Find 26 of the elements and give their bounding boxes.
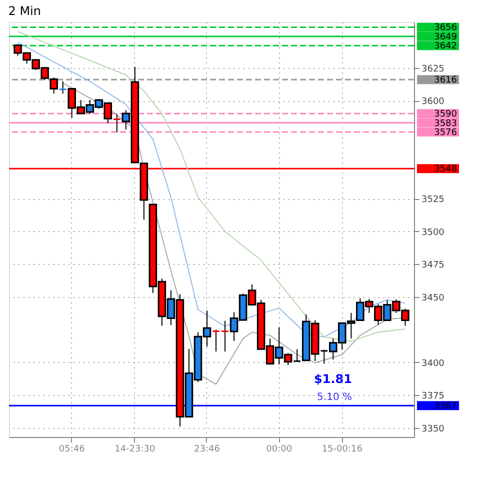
ref-line-label: 3616 [434,76,458,86]
ref-line-label: 3642 [434,42,457,52]
y-tick-label: 3400 [422,358,445,369]
ref-line-label: 3583 [434,118,457,129]
annotation: $1.81 [314,372,352,386]
y-tick-label: 3525 [422,195,444,206]
x-tick-label: 14-23:30 [114,444,156,454]
y-tick-label: 3375 [422,392,444,402]
ref-line-label: 3548 [434,164,458,175]
y-tick-label: 3350 [422,424,445,434]
ref-line-label: 3576 [434,128,458,138]
chart-title: 2 Min [8,4,41,18]
ref-line-label: 3367 [434,402,457,412]
ref-line-label: 3590 [434,110,458,120]
annotation: 5.10 % [317,392,352,403]
y-tick-label: 3450 [422,293,445,304]
x-tick-label: 00:00 [266,444,292,454]
x-tick-label: 05:46 [58,444,86,454]
x-tick-label: 15-00:16 [322,444,363,454]
x-tick-label: 23:46 [194,444,220,454]
y-tick-label: 3625 [422,64,444,74]
y-tick-label: 3600 [422,97,445,108]
y-tick-label: 3475 [422,260,444,271]
y-tick-label: 3500 [422,228,445,238]
ref-line-label: 3649 [434,32,458,42]
ref-line-label: 3656 [434,23,458,34]
